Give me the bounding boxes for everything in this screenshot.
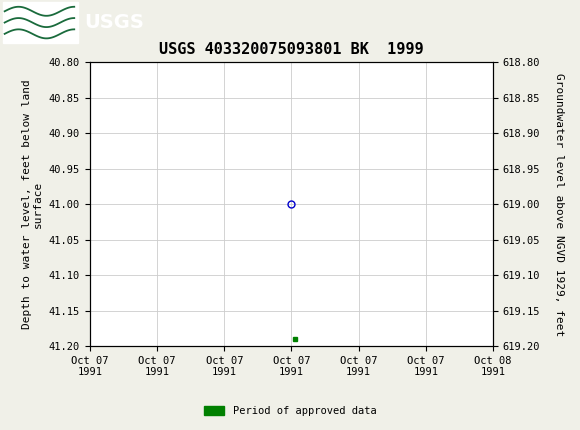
Y-axis label: Depth to water level, feet below land
surface: Depth to water level, feet below land su… (22, 80, 44, 329)
Title: USGS 403320075093801 BK  1999: USGS 403320075093801 BK 1999 (159, 42, 424, 57)
Legend: Period of approved data: Period of approved data (200, 402, 380, 421)
Y-axis label: Groundwater level above NGVD 1929, feet: Groundwater level above NGVD 1929, feet (554, 73, 564, 336)
Text: USGS: USGS (84, 13, 144, 32)
FancyBboxPatch shape (3, 2, 78, 43)
